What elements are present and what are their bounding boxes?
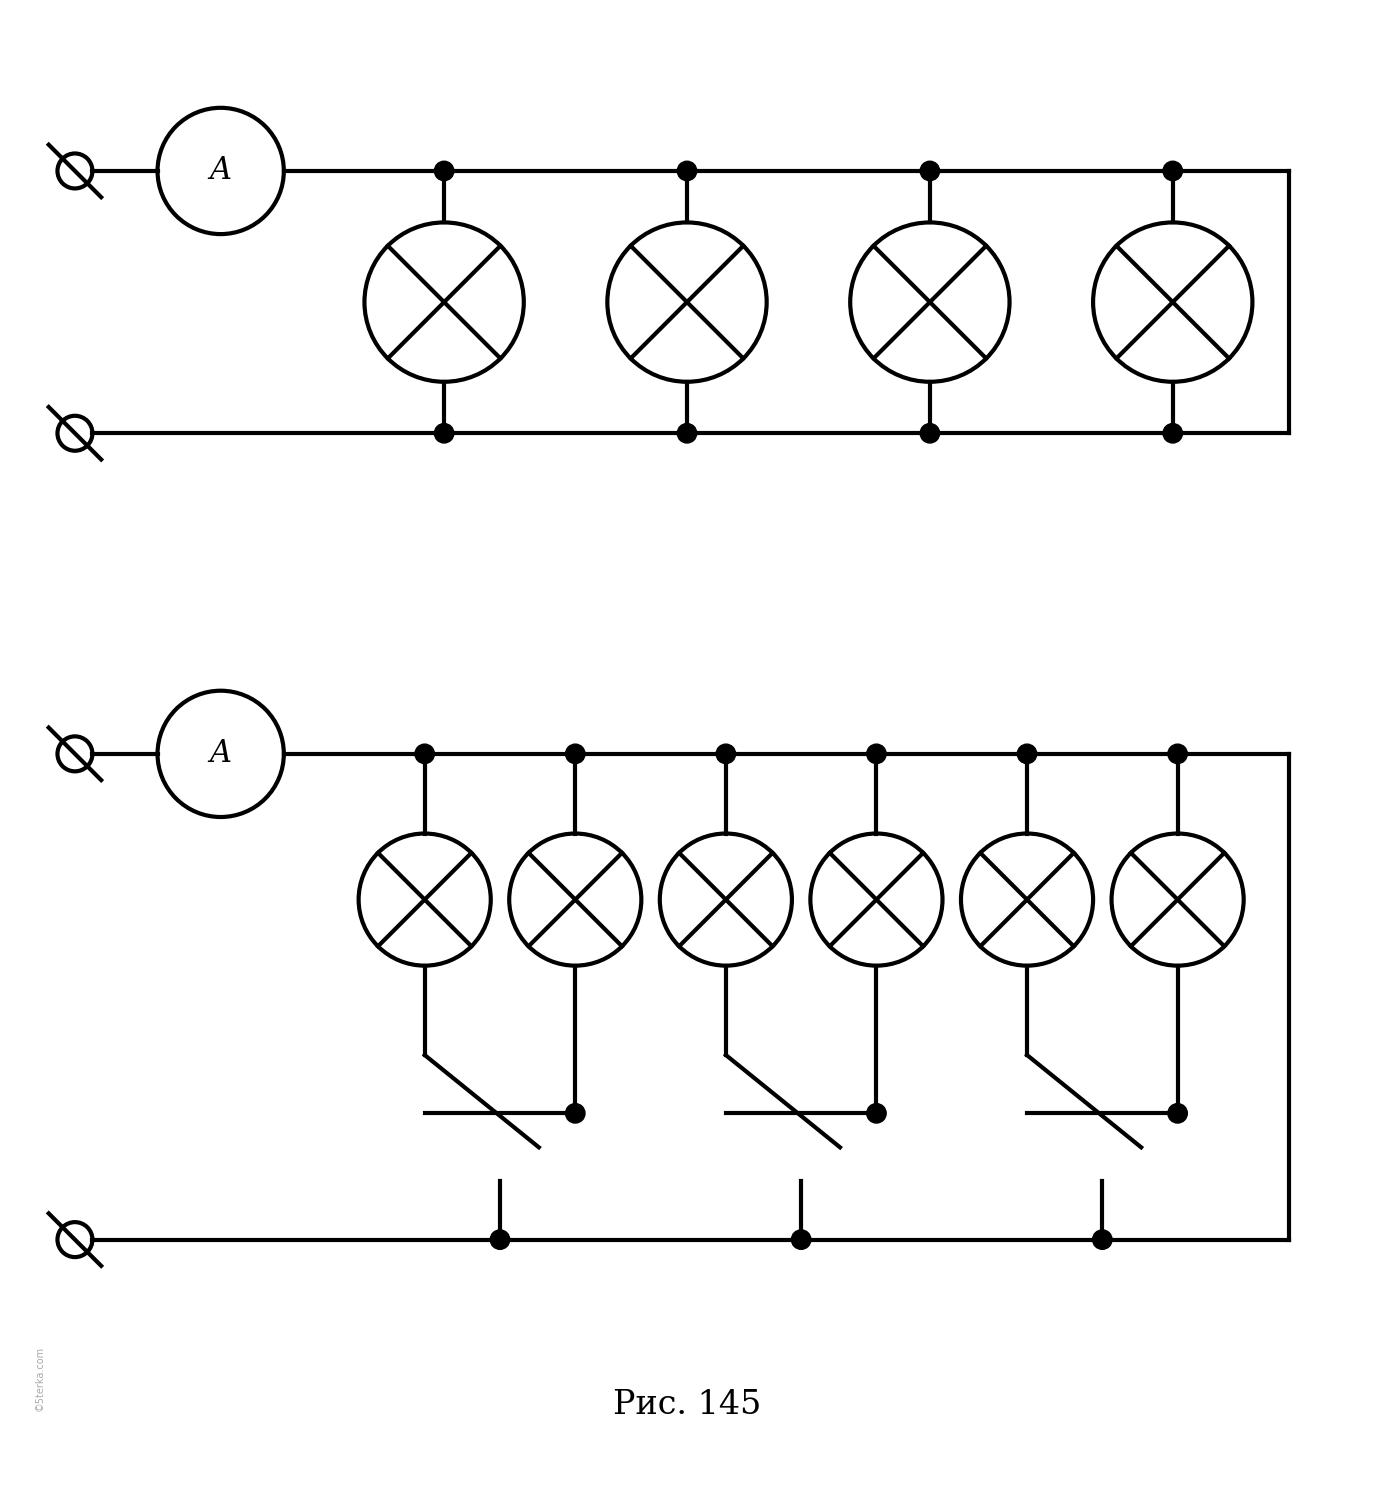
Circle shape	[791, 1230, 811, 1249]
Circle shape	[1162, 162, 1183, 181]
Circle shape	[716, 745, 735, 764]
Text: A: A	[210, 156, 232, 186]
Text: ©5terka.com: ©5terka.com	[34, 1347, 44, 1411]
Text: A: A	[210, 739, 232, 770]
Circle shape	[434, 424, 453, 443]
Circle shape	[434, 162, 453, 181]
Circle shape	[1092, 1230, 1112, 1249]
Circle shape	[566, 1104, 585, 1124]
Circle shape	[415, 745, 434, 764]
Circle shape	[1168, 745, 1187, 764]
Circle shape	[867, 745, 886, 764]
Circle shape	[1162, 424, 1183, 443]
Text: Рис. 145: Рис. 145	[613, 1389, 761, 1420]
Circle shape	[921, 162, 940, 181]
Circle shape	[1017, 745, 1037, 764]
Circle shape	[921, 424, 940, 443]
Circle shape	[1168, 1104, 1187, 1124]
Circle shape	[677, 162, 697, 181]
Circle shape	[677, 424, 697, 443]
Circle shape	[491, 1230, 510, 1249]
Circle shape	[566, 745, 585, 764]
Circle shape	[867, 1104, 886, 1124]
